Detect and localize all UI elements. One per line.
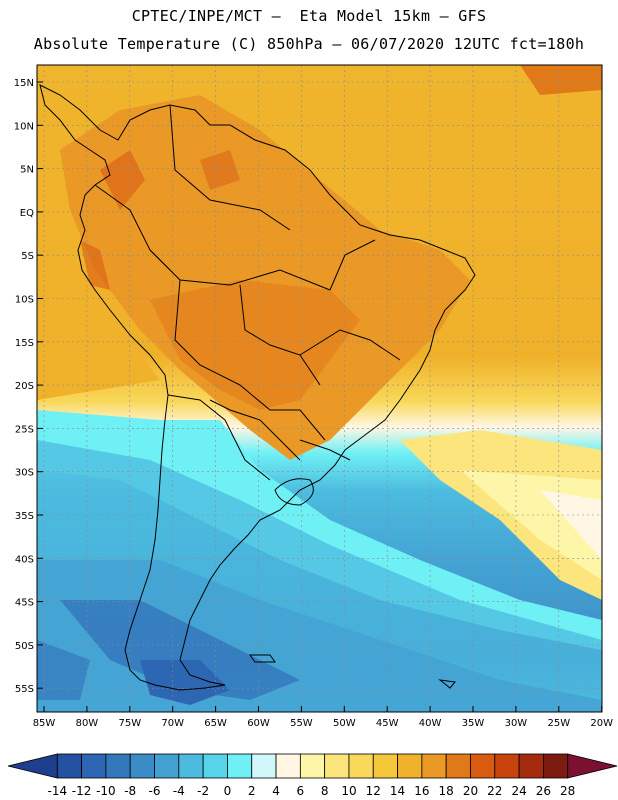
legend-swatch [202,753,228,779]
legend-swatch [227,753,253,779]
legend-label: 8 [321,784,329,798]
legend-label: -12 [72,784,92,798]
lat-label: 40S [15,554,34,565]
lat-label: 5N [20,165,34,176]
legend-swatch [518,753,544,779]
legend-swatch [154,753,180,779]
legend-arrow-low [7,753,58,779]
lon-label: 35W [462,718,485,729]
lat-label: 10S [15,295,34,306]
lon-label: 85W [33,718,56,729]
lon-label: 55W [290,718,313,729]
coastlines-borders [39,84,476,691]
legend-label: 24 [511,784,526,798]
legend-swatch [324,753,350,779]
legend-label: -8 [124,784,136,798]
legend-arrow-high [567,753,618,779]
legend-swatch [542,753,569,779]
lon-label: 45W [376,718,399,729]
legend-swatch [445,753,471,779]
legend-label: -2 [197,784,209,798]
legend-swatch [251,753,277,779]
chart-title: CPTEC/INPE/MCT – Eta Model 15km – GFS [131,7,487,25]
lat-label: 50S [15,641,34,652]
lat-label: 20S [15,381,34,392]
legend-label: -4 [173,784,185,798]
legend-swatch [372,753,398,779]
legend-label: 12 [366,784,381,798]
lon-label: 20W [590,718,613,729]
legend-swatch [348,753,374,779]
lat-label: 55S [15,684,34,695]
legend-swatch [494,753,520,779]
lon-label: 75W [118,718,141,729]
legend-label: 18 [439,784,454,798]
legend-swatch [105,753,131,779]
lon-label: 40W [419,718,442,729]
legend-swatch [81,753,107,779]
legend-label: 20 [463,784,478,798]
legend-label: 2 [248,784,256,798]
legend-label: 14 [390,784,405,798]
legend-swatch [299,753,326,779]
legend-swatch [56,753,83,779]
lat-label: 35S [15,511,34,522]
legend-swatch [129,753,155,779]
map-frame [36,64,603,713]
legend-label: 0 [224,784,232,798]
lat-label: 15N [14,78,34,89]
legend-label: 10 [341,784,356,798]
legend-label: -10 [96,784,116,798]
lat-label: 45S [15,598,34,609]
legend-swatch [421,753,447,779]
lon-label: 60W [247,718,270,729]
lat-label: 15S [15,338,34,349]
lon-label: 80W [76,718,99,729]
temperature-field [37,65,602,712]
lat-label: 30S [15,468,34,479]
legend-label: -6 [149,784,161,798]
lon-label: 65W [204,718,227,729]
lat-label: 5S [21,251,34,262]
legend-label: 22 [487,784,502,798]
lat-label: 25S [15,424,34,435]
lat-lon-grid [37,65,603,712]
lon-label: 25W [547,718,570,729]
legend-swatch [470,753,496,779]
legend-label: 16 [414,784,429,798]
legend-label: 4 [272,784,280,798]
legend-label: -14 [47,784,67,798]
lat-label: EQ [20,208,34,219]
legend-label: 6 [297,784,305,798]
lon-label: 50W [333,718,356,729]
chart-subtitle: Absolute Temperature (C) 850hPa – 06/07/… [33,35,585,53]
legend-swatch [275,753,301,779]
lon-label: 30W [505,718,528,729]
lat-label: 10N [14,121,34,132]
legend-label: 28 [560,784,575,798]
legend-swatch [178,753,204,779]
legend-label: 26 [536,784,551,798]
legend-swatch [397,753,423,779]
lon-label: 70W [161,718,184,729]
